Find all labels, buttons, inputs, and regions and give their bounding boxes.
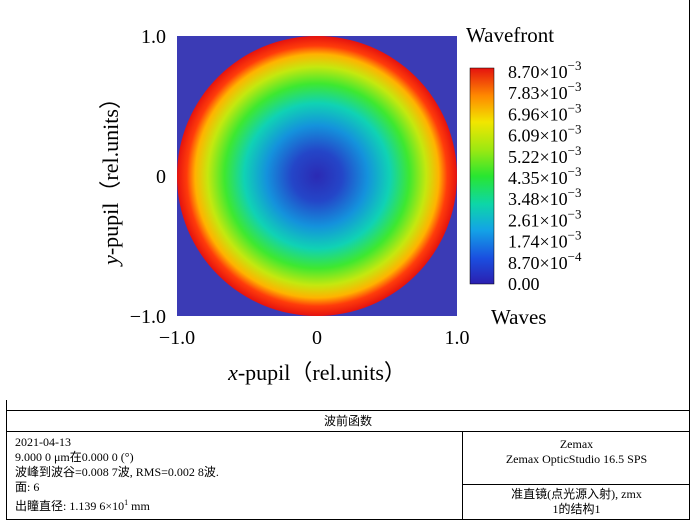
x-tick-label: 0 [312,327,322,349]
pv-rms-text: 波峰到波谷=0.008 7波, RMS=0.002 8波. [15,465,219,479]
colorbar-tick-label: 6.96×10−3 [508,100,582,124]
vendor-text: Zemax [559,437,594,451]
y-tick-label: 0 [156,166,166,188]
y-tick-label: 1.0 [141,26,166,48]
colorbar-tick-label: 5.22×10−3 [508,143,582,167]
frame-right-line [689,0,690,412]
wavelength-text: 9.000 0 μm在0.000 0 (°) [15,450,134,464]
exit-pupil-prefix: 出瞳直径: 1.139 6×10 [15,499,125,513]
colorbar-tick-label: 3.48×10−3 [508,185,582,209]
x-tick-label: 1.0 [445,327,470,349]
wavefront-pupil-disc [177,36,457,316]
exit-pupil-text: 出瞳直径: 1.139 6×101 mm [15,495,455,514]
colorbar-tick-label: 1.74×10−3 [508,228,582,252]
exit-pupil-exponent: 1 [124,498,129,507]
colorbar-tick-label: 6.09×10−3 [508,122,582,146]
x-axis-title: x-pupil（rel.units） [227,360,406,385]
panel-details: 2021-04-13 9.000 0 μm在0.000 0 (°) 波峰到波谷=… [15,435,455,514]
colorbar-units: Waves [491,305,546,329]
colorbar-tick-label: 7.83×10−3 [508,79,582,103]
colorbar-tick-label: 4.35×10−3 [508,164,582,188]
config-text: 1的结构1 [552,502,601,516]
x-axis-title-var: x [227,360,238,385]
colorbar [469,67,495,285]
file-name-text: 准直镜(点光源入射), zmx [511,487,642,501]
vendor-box: Zemax Zemax OpticStudio 16.5 SPS [462,431,690,485]
colorbar-tick-label: 8.70×10−4 [508,249,582,273]
surface-text: 面: 6 [15,480,40,494]
file-box: 准直镜(点光源入射), zmx 1的结构1 [462,485,690,520]
y-axis-title-var: y [98,255,123,267]
exit-pupil-suffix: mm [128,499,150,513]
frame-left-line [6,400,7,412]
colorbar-tick-label: 8.70×10−3 [508,58,582,82]
panel-header: 波前函数 [7,411,689,432]
y-axis-title-text: -pupil（rel.units） [98,87,123,255]
x-tick-label: −1.0 [159,327,195,349]
colorbar-title: Wavefront [466,23,554,47]
product-text: Zemax OpticStudio 16.5 SPS [505,452,648,466]
y-axis-title: y-pupil（rel.units） [98,87,123,267]
x-axis-title-text: -pupil（rel.units） [238,360,406,385]
info-panel: 波前函数 2021-04-13 9.000 0 μm在0.000 0 (°) 波… [6,410,690,520]
wavefront-chart: 1.0 0 −1.0 −1.0 0 1.0 x-pupil（rel.units）… [98,23,582,385]
colorbar-tick-label: 2.61×10−3 [508,206,582,230]
y-tick-label: −1.0 [130,306,166,328]
date-text: 2021-04-13 [15,435,71,449]
colorbar-tick-label: 0.00 [508,274,540,294]
colorbar-tick-labels: 8.70×10−37.83×10−36.96×10−36.09×10−35.22… [508,58,582,294]
